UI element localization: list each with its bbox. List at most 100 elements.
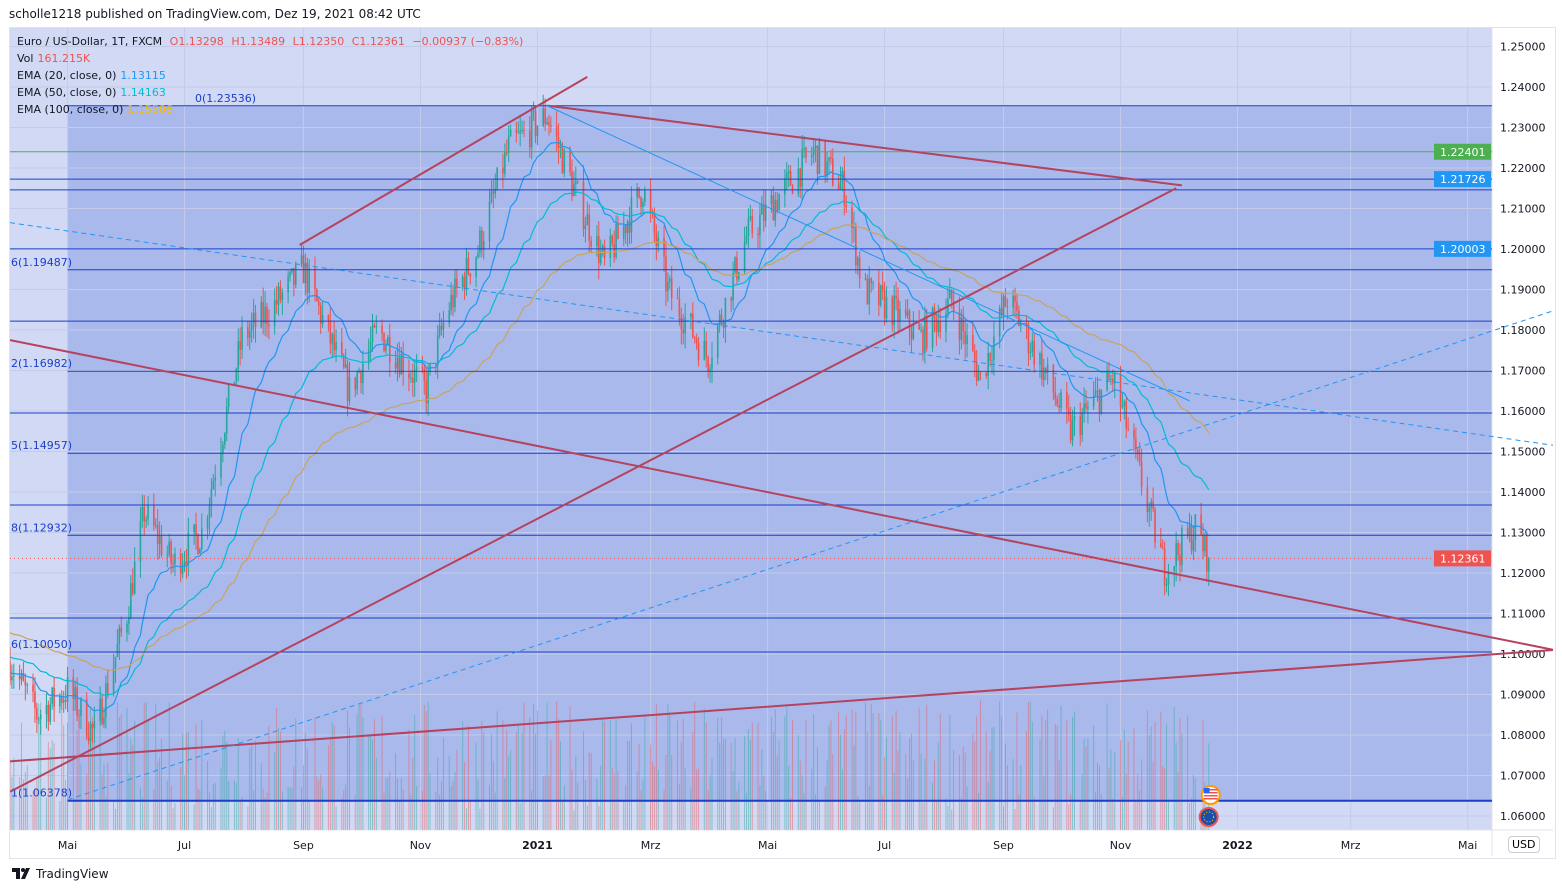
vol-value: 161.215K	[37, 52, 91, 65]
candle-body	[837, 185, 840, 190]
candle-body	[1092, 395, 1095, 407]
trendline	[546, 104, 1183, 187]
candle-body	[789, 171, 792, 186]
candle-body	[1146, 487, 1149, 513]
candle-body	[818, 141, 821, 175]
candle-body	[348, 377, 351, 402]
candle-body	[1206, 534, 1208, 572]
candle-body	[830, 157, 832, 159]
candle-body	[563, 149, 566, 174]
candle-body	[611, 235, 614, 244]
x-tick-label: Jul	[877, 839, 891, 852]
candle-body	[544, 108, 546, 125]
candle-body	[147, 505, 149, 520]
candle-body	[1123, 401, 1126, 407]
candle-body	[358, 371, 360, 373]
candle-body	[638, 187, 640, 198]
x-tick-label: 2021	[522, 839, 553, 852]
currency-button[interactable]: USD	[1508, 836, 1540, 853]
candle-body	[690, 313, 692, 318]
symbol-name[interactable]: Euro / US-Dollar, 1T, FXCM	[17, 35, 163, 48]
candle-body	[1140, 461, 1143, 488]
candle-body	[1113, 373, 1116, 384]
candle-body	[13, 675, 15, 677]
x-tick-label: Mai	[58, 839, 77, 852]
candle-body	[1012, 295, 1014, 308]
candle-body	[697, 343, 700, 360]
candle-body	[918, 323, 920, 330]
candle-body	[214, 477, 217, 481]
candle-body	[893, 295, 895, 325]
candle-body	[1027, 324, 1030, 354]
candle-body	[757, 233, 759, 236]
candle-body	[1135, 438, 1137, 450]
candle-body	[130, 583, 132, 619]
candle-body	[770, 195, 773, 204]
candle-body	[235, 369, 238, 382]
candle-body	[233, 381, 236, 385]
candle-body	[39, 714, 42, 720]
candle-body	[776, 199, 778, 211]
candle-body	[335, 341, 337, 351]
time-axis	[10, 830, 1492, 856]
price-chart[interactable]: 1.25000 1.24000 1.23000 1.22000 1.21000 1.200…	[10, 28, 1553, 856]
candle-body	[1044, 367, 1047, 373]
candle-body	[294, 264, 297, 285]
candle-body	[321, 315, 324, 324]
legend-volume[interactable]: Vol 161.215K	[17, 52, 90, 65]
y-tick-label: 1.08000	[1500, 729, 1546, 742]
candle-body	[415, 366, 418, 370]
tradingview-logo[interactable]: TradingView	[12, 867, 109, 881]
candle-body	[32, 684, 34, 692]
fib-level-label: 6(1.10050)	[11, 638, 72, 651]
candle-body	[920, 329, 922, 331]
candle-body	[114, 656, 117, 669]
candle-body	[488, 201, 491, 241]
ema20-value: 1.13115	[120, 69, 166, 82]
candle-body	[705, 340, 708, 358]
volume-bars	[10, 700, 1210, 830]
candle-body	[126, 623, 128, 633]
candle-body	[120, 627, 123, 633]
candle-body	[11, 676, 13, 681]
candle-body	[663, 237, 665, 257]
ema50-line	[10, 191, 1210, 696]
candle-body	[571, 171, 573, 197]
candle-body	[1098, 390, 1101, 413]
candle-body	[160, 535, 163, 555]
candle-body	[396, 357, 399, 369]
ohlc-open: O1.13298	[169, 35, 224, 48]
candle-body	[636, 187, 638, 198]
candle-body	[22, 673, 25, 681]
candle-body	[260, 301, 263, 328]
candle-body	[843, 171, 846, 206]
legend-ema50[interactable]: EMA (50, close, 0) 1.14163	[17, 86, 166, 99]
candle-body	[703, 340, 706, 360]
candle-body	[1204, 534, 1206, 552]
ema20-line	[10, 141, 1210, 713]
candle-body	[502, 167, 504, 174]
candle-body	[440, 325, 443, 330]
candle-body	[745, 236, 748, 243]
candle-body	[1033, 340, 1036, 365]
candle-body	[979, 372, 982, 374]
candle-body	[268, 324, 270, 327]
x-tick-label: Sep	[293, 839, 314, 852]
legend-ema20[interactable]: EMA (20, close, 0) 1.13115	[17, 69, 166, 82]
candle-body	[381, 325, 383, 334]
trendline	[10, 649, 1553, 763]
candle-body	[711, 357, 713, 369]
candle-body	[1136, 449, 1139, 454]
x-tick-label: 2022	[1222, 839, 1253, 852]
ohlc-low: L1.12350	[292, 35, 345, 48]
candle-body	[448, 310, 451, 324]
candle-body	[891, 296, 894, 325]
candle-body	[644, 190, 646, 203]
price-label-badge	[1434, 143, 1491, 160]
candle-body	[342, 355, 345, 368]
candle-body	[749, 216, 752, 220]
candle-body	[678, 298, 681, 317]
candle-body	[810, 155, 813, 158]
candle-body	[450, 294, 452, 311]
legend-ema100[interactable]: EMA (100, close, 0) 1.15506	[17, 103, 173, 116]
